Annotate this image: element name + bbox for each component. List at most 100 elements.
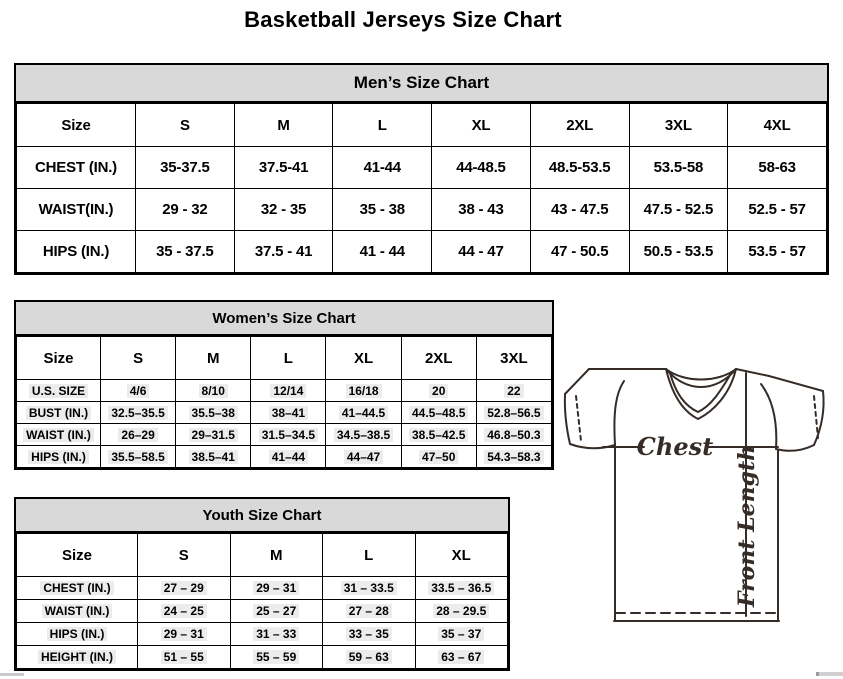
table-cell: 38.5–41 [175, 445, 252, 468]
jersey-measurement-diagram: Chest Front Length [556, 356, 843, 636]
table-cell: 31.5–34.5 [250, 423, 327, 446]
size-column-header: Size [16, 336, 101, 380]
cell-value: 26–29 [118, 427, 158, 442]
row-label-text: HIPS (IN.) [42, 243, 110, 260]
table-cell: 35-37.5 [135, 146, 235, 189]
cell-value: 20 [429, 383, 449, 398]
table-cell: 27 – 28 [322, 599, 416, 623]
table-cell: 29 – 31 [137, 622, 231, 646]
cell-value: 46.8–50.3 [484, 427, 544, 442]
youth-chart-title: Youth Size Chart [16, 499, 508, 533]
column-header: 2XL [529, 103, 630, 147]
column-header: M [233, 103, 334, 147]
cell-value: 35.5–58.5 [108, 449, 168, 464]
table-cell: 26–29 [99, 423, 177, 446]
table-row: WAIST(IN.) 29 - 32 32 - 35 35 - 38 38 - 43 43… [16, 188, 827, 231]
cell-value: 58-63 [758, 159, 796, 176]
table-cell: 8/10 [175, 379, 252, 402]
row-label-text: WAIST (IN.) [41, 604, 113, 618]
table-cell: 12/14 [250, 379, 327, 402]
cell-value: 59 – 63 [345, 650, 392, 664]
table-cell: 54.3–58.3 [475, 445, 553, 468]
row-label: HIPS (IN.) [16, 445, 101, 468]
cell-value: 8/10 [198, 383, 228, 398]
cell-value: 24 – 25 [160, 604, 207, 618]
cell-value: 37.5 - 41 [254, 243, 313, 260]
table-cell: 31 – 33.5 [322, 576, 416, 600]
table-cell: 50.5 - 53.5 [628, 230, 729, 273]
right-cuff-dashed-line [813, 395, 819, 439]
row-label: HIPS (IN.) [16, 230, 136, 273]
table-cell: 34.5–38.5 [325, 423, 402, 446]
table-cell: 28 – 29.5 [414, 599, 508, 623]
table-cell: 38 - 43 [431, 188, 531, 231]
cell-value: 35 – 37 [438, 627, 485, 641]
table-cell: 4/6 [99, 379, 177, 402]
table-row: HIPS (IN.) 35.5–58.5 38.5–41 41–44 44–47 47–5… [16, 445, 553, 468]
table-cell: 24 – 25 [137, 599, 231, 623]
table-cell: 43 - 47.5 [529, 188, 630, 231]
cell-value: 48.5-53.5 [548, 159, 611, 176]
cell-value: 55 – 59 [253, 650, 300, 664]
cell-value: 47.5 - 52.5 [643, 201, 714, 218]
row-label: U.S. SIZE [16, 379, 101, 402]
table-cell: 27 – 29 [137, 576, 231, 600]
cell-value: 38–41 [268, 405, 309, 420]
column-header: S [135, 103, 235, 147]
row-label-text: CHEST (IN.) [40, 581, 114, 595]
table-cell: 41 - 44 [332, 230, 433, 273]
cell-value: 43 - 47.5 [550, 201, 609, 218]
cell-value: 34.5–38.5 [333, 427, 394, 442]
column-header: L [322, 533, 416, 577]
cell-value: 44-48.5 [456, 159, 506, 176]
right-sleeve-seam [760, 383, 778, 450]
column-header: 2XL [400, 336, 477, 380]
collar-arc-outer [665, 368, 737, 381]
table-cell: 44.5–48.5 [400, 401, 477, 424]
table-cell: 20 [400, 379, 477, 402]
cell-value: 41-44 [363, 159, 402, 176]
collar-v-inner [669, 371, 733, 413]
row-label: HEIGHT (IN.) [16, 645, 138, 669]
column-header: M [175, 336, 252, 380]
womens-size-chart: Women’s Size Chart Size S M L XL 2XL 3XL U.S. S… [14, 300, 554, 470]
cell-value: 29 – 31 [253, 581, 300, 595]
column-header: XL [325, 336, 402, 380]
table-cell: 41–44 [250, 445, 327, 468]
cell-value: 33.5 – 36.5 [428, 581, 495, 595]
table-cell: 44 - 47 [431, 230, 531, 273]
cell-value: 29 – 31 [160, 627, 207, 641]
table-row: HEIGHT (IN.) 51 – 55 55 – 59 59 – 63 63 – 67 [16, 645, 508, 669]
table-cell: 47 - 50.5 [529, 230, 630, 273]
row-label-text: HEIGHT (IN.) [38, 650, 116, 664]
cell-value: 47 - 50.5 [550, 243, 609, 260]
cell-value: 41–44 [268, 449, 309, 464]
table-cell: 32.5–35.5 [99, 401, 177, 424]
cell-value: 27 – 29 [160, 581, 207, 595]
cell-value: 35.5–38 [188, 405, 238, 420]
table-row: U.S. SIZE 4/6 8/10 12/14 16/18 20 22 [16, 379, 553, 402]
row-label: WAIST(IN.) [16, 188, 136, 231]
cell-value: 63 – 67 [438, 650, 485, 664]
mens-size-table: Size S M L XL 2XL 3XL 4XL CHEST (IN.) 35-37.5 37.5… [16, 103, 827, 273]
table-cell: 35 - 38 [332, 188, 433, 231]
table-cell: 31 – 33 [229, 622, 323, 646]
size-column-header: Size [16, 533, 138, 577]
table-cell: 47.5 - 52.5 [628, 188, 729, 231]
column-header: M [229, 533, 323, 577]
womens-size-table: Size S M L XL 2XL 3XL U.S. SIZE 4/6 8/10 12/14 16/1… [16, 336, 553, 468]
cell-value: 53.5-58 [653, 159, 704, 176]
column-header: 3XL [628, 103, 729, 147]
table-cell: 35.5–38 [175, 401, 252, 424]
cell-value: 29–31.5 [188, 427, 238, 442]
table-cell: 63 – 67 [414, 645, 508, 669]
table-cell: 48.5-53.5 [529, 146, 630, 189]
row-label-text: WAIST (IN.) [23, 427, 94, 442]
header-row: Size S M L XL 2XL 3XL 4XL [16, 103, 827, 147]
cell-value: 35-37.5 [160, 159, 210, 176]
cell-value: 31.5–34.5 [258, 427, 319, 442]
column-header: S [99, 336, 177, 380]
youth-size-chart: Youth Size Chart Size S M L XL CHEST (IN.) 27 … [14, 497, 510, 671]
table-cell: 41-44 [332, 146, 433, 189]
left-sleeve-top-edge [564, 368, 590, 395]
